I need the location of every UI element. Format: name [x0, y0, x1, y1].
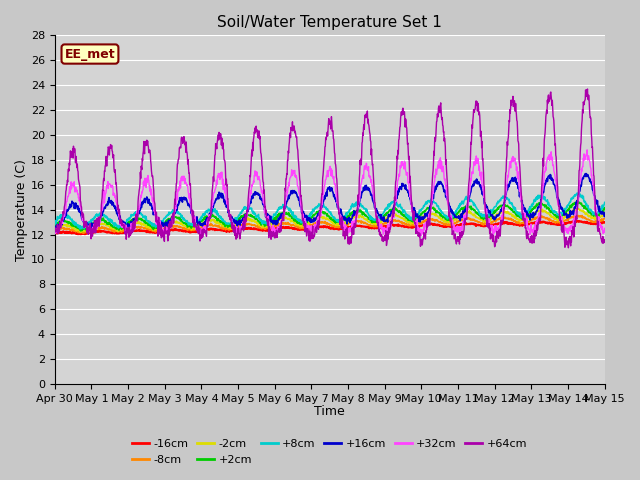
- Title: Soil/Water Temperature Set 1: Soil/Water Temperature Set 1: [218, 15, 442, 30]
- Line: +64cm: +64cm: [55, 89, 605, 248]
- -16cm: [573, 218, 580, 224]
- -2cm: [575, 206, 582, 212]
- +32cm: [160, 227, 168, 233]
- Line: -8cm: -8cm: [55, 215, 605, 233]
- +16cm: [601, 213, 609, 219]
- Line: +16cm: +16cm: [55, 174, 605, 229]
- +64cm: [51, 228, 59, 233]
- +2cm: [601, 205, 609, 211]
- -2cm: [536, 208, 543, 214]
- -8cm: [235, 225, 243, 231]
- +32cm: [196, 233, 204, 239]
- +64cm: [160, 229, 168, 235]
- Line: -2cm: -2cm: [55, 209, 605, 232]
- -2cm: [601, 210, 609, 216]
- +64cm: [536, 215, 543, 221]
- +2cm: [173, 216, 181, 221]
- Y-axis label: Temperature (C): Temperature (C): [15, 159, 28, 261]
- -8cm: [51, 229, 59, 235]
- -16cm: [235, 227, 243, 232]
- -8cm: [415, 220, 423, 226]
- -16cm: [601, 219, 609, 225]
- +8cm: [536, 192, 543, 198]
- +64cm: [415, 230, 423, 236]
- +16cm: [123, 227, 131, 232]
- -2cm: [173, 220, 181, 226]
- -2cm: [51, 224, 59, 230]
- +32cm: [536, 211, 543, 216]
- +64cm: [601, 238, 609, 243]
- +32cm: [487, 224, 495, 230]
- -2cm: [77, 229, 85, 235]
- +8cm: [487, 209, 495, 215]
- -8cm: [487, 219, 495, 225]
- +2cm: [574, 199, 582, 205]
- +2cm: [235, 218, 243, 224]
- -16cm: [173, 227, 181, 233]
- Line: +32cm: +32cm: [55, 150, 605, 236]
- Line: -16cm: -16cm: [55, 221, 605, 234]
- +8cm: [76, 226, 84, 232]
- X-axis label: Time: Time: [314, 405, 345, 418]
- +2cm: [536, 200, 543, 206]
- -8cm: [536, 215, 543, 220]
- +2cm: [487, 212, 495, 218]
- +64cm: [584, 86, 591, 92]
- +32cm: [173, 191, 181, 196]
- +16cm: [487, 213, 495, 218]
- Text: EE_met: EE_met: [65, 48, 115, 60]
- -8cm: [160, 226, 168, 231]
- +16cm: [415, 214, 423, 219]
- -2cm: [487, 216, 495, 221]
- -2cm: [235, 220, 243, 226]
- -16cm: [51, 230, 59, 236]
- -8cm: [537, 212, 545, 218]
- +8cm: [235, 213, 243, 219]
- +32cm: [51, 229, 59, 235]
- -16cm: [536, 219, 543, 225]
- -16cm: [160, 228, 168, 234]
- +16cm: [582, 171, 590, 177]
- +16cm: [160, 224, 168, 229]
- +2cm: [415, 213, 423, 219]
- +64cm: [564, 245, 572, 251]
- -16cm: [74, 231, 82, 237]
- Legend: -16cm, -8cm, -2cm, +2cm, +8cm, +16cm, +32cm, +64cm: -16cm, -8cm, -2cm, +2cm, +8cm, +16cm, +3…: [128, 435, 531, 469]
- -8cm: [79, 230, 87, 236]
- +8cm: [573, 190, 581, 196]
- +64cm: [487, 232, 495, 238]
- +32cm: [415, 228, 423, 233]
- +2cm: [77, 228, 84, 234]
- +16cm: [536, 202, 543, 207]
- Line: +8cm: +8cm: [55, 193, 605, 229]
- +32cm: [583, 147, 591, 153]
- +32cm: [235, 227, 243, 233]
- -16cm: [487, 222, 495, 228]
- -2cm: [160, 223, 168, 228]
- +64cm: [235, 226, 243, 231]
- Line: +2cm: +2cm: [55, 202, 605, 231]
- -8cm: [173, 223, 181, 229]
- +8cm: [51, 218, 59, 224]
- +8cm: [160, 216, 168, 221]
- +16cm: [173, 204, 181, 209]
- +8cm: [601, 200, 609, 205]
- +16cm: [51, 225, 59, 230]
- +8cm: [415, 207, 423, 213]
- -16cm: [415, 224, 423, 229]
- -2cm: [415, 217, 423, 223]
- +2cm: [51, 223, 59, 229]
- +16cm: [235, 221, 243, 227]
- +64cm: [173, 168, 181, 174]
- +32cm: [601, 226, 609, 231]
- +8cm: [173, 210, 181, 216]
- +2cm: [160, 221, 168, 227]
- -8cm: [601, 216, 609, 221]
